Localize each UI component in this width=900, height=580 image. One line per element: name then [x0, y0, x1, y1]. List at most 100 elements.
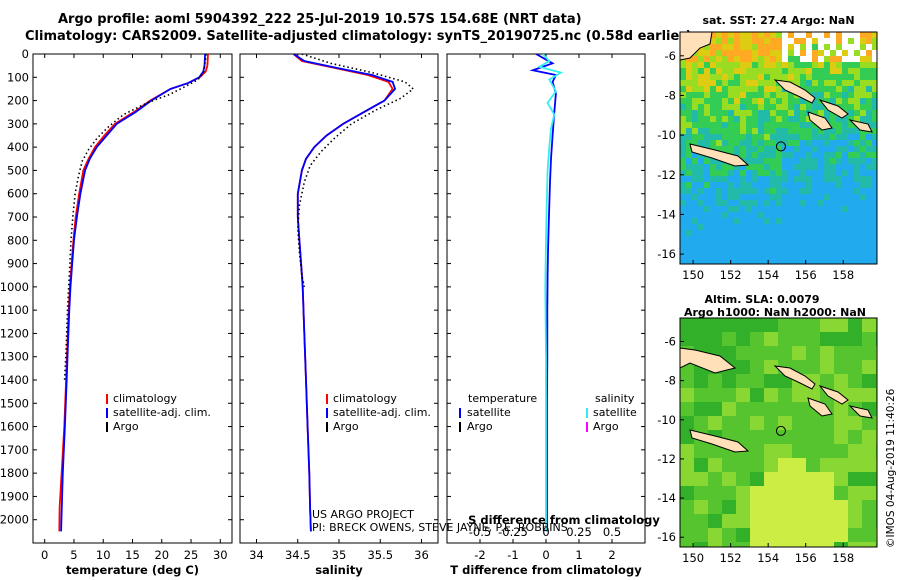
map-cell [842, 128, 848, 134]
map-cell [848, 176, 854, 182]
map-cell [860, 194, 866, 200]
map-cell [704, 164, 710, 170]
map-cell [692, 122, 698, 128]
map-cell [782, 140, 788, 146]
map-cell [788, 224, 794, 230]
map-cell [848, 528, 862, 542]
map-cell [686, 128, 692, 134]
map-cell [716, 248, 722, 254]
map-cell [854, 176, 860, 182]
map-cell [692, 230, 698, 236]
map-cell [812, 230, 818, 236]
map-cell [830, 50, 836, 56]
map-cell [758, 248, 764, 254]
y-tick-label: 100 [7, 70, 29, 84]
map-cell [710, 182, 716, 188]
map-cell [836, 56, 842, 62]
map-cell [794, 176, 800, 182]
map-cell [694, 500, 708, 514]
map-cell [812, 92, 818, 98]
map-y-tick-label: -6 [665, 49, 676, 63]
map-cell [830, 146, 836, 152]
map-cell [764, 152, 770, 158]
map-cell [854, 44, 860, 50]
map-cell [866, 254, 872, 260]
map-cell [728, 104, 734, 110]
map-cell [776, 170, 782, 176]
map-cell [734, 260, 740, 264]
map-cell [722, 68, 728, 74]
map-cell [686, 110, 692, 116]
map-cell [872, 170, 877, 176]
map-cell [770, 98, 776, 104]
map-cell [836, 224, 842, 230]
map-cell [740, 80, 746, 86]
map-cell [770, 74, 776, 80]
map-cell [740, 110, 746, 116]
map-cell [728, 236, 734, 242]
map-cell [860, 44, 866, 50]
map-cell [716, 230, 722, 236]
map-cell [836, 164, 842, 170]
x-tick-label: 2 [608, 548, 615, 562]
map-cell [734, 254, 740, 260]
map-cell [704, 128, 710, 134]
map-cell [736, 542, 750, 547]
map-y-tick-label: -16 [657, 530, 676, 544]
x-top-tick-label: 0.25 [566, 525, 592, 539]
map-cell [860, 50, 866, 56]
map-cell [710, 236, 716, 242]
map-cell [698, 104, 704, 110]
map-cell [854, 236, 860, 242]
map-cell [704, 230, 710, 236]
map-cell [716, 74, 722, 80]
map-cell [806, 104, 812, 110]
map-cell [834, 542, 848, 547]
map-cell [820, 346, 834, 360]
map-cell [746, 200, 752, 206]
map-cell [848, 38, 854, 44]
map-cell [698, 110, 704, 116]
map-cell [836, 194, 842, 200]
map-cell [758, 236, 764, 242]
map-cell [698, 68, 704, 74]
map-cell [818, 152, 824, 158]
map-cell [686, 80, 692, 86]
map-cell [824, 182, 830, 188]
map-cell [704, 140, 710, 146]
x-top-tick-label: -0.25 [498, 525, 528, 539]
map-cell [830, 158, 836, 164]
map-cell [746, 158, 752, 164]
map-cell [842, 224, 848, 230]
map-cell [752, 218, 758, 224]
map-cell [860, 152, 866, 158]
map-cell [680, 332, 694, 346]
map-cell [752, 260, 758, 264]
map-cell [824, 200, 830, 206]
map-cell [698, 188, 704, 194]
map-cell [758, 224, 764, 230]
map-cell [776, 248, 782, 254]
map-cell [770, 260, 776, 264]
map-cell [722, 194, 728, 200]
map-cell [792, 402, 806, 416]
map-cell [746, 68, 752, 74]
x-axis-label: salinity [315, 563, 363, 577]
map-cell [836, 86, 842, 92]
map-cell [792, 542, 806, 547]
land-island [818, 384, 849, 405]
map-cell [794, 50, 800, 56]
map-cell [698, 86, 704, 92]
map-cell [866, 44, 872, 50]
map-cell [722, 514, 736, 528]
map-cell [872, 128, 877, 134]
map-cell [824, 164, 830, 170]
panel-frame [239, 53, 439, 544]
map-cell [698, 56, 704, 62]
map-cell [704, 188, 710, 194]
map-cell [758, 56, 764, 62]
map-cell [872, 164, 877, 170]
map-cell [830, 188, 836, 194]
map-cell [740, 86, 746, 92]
